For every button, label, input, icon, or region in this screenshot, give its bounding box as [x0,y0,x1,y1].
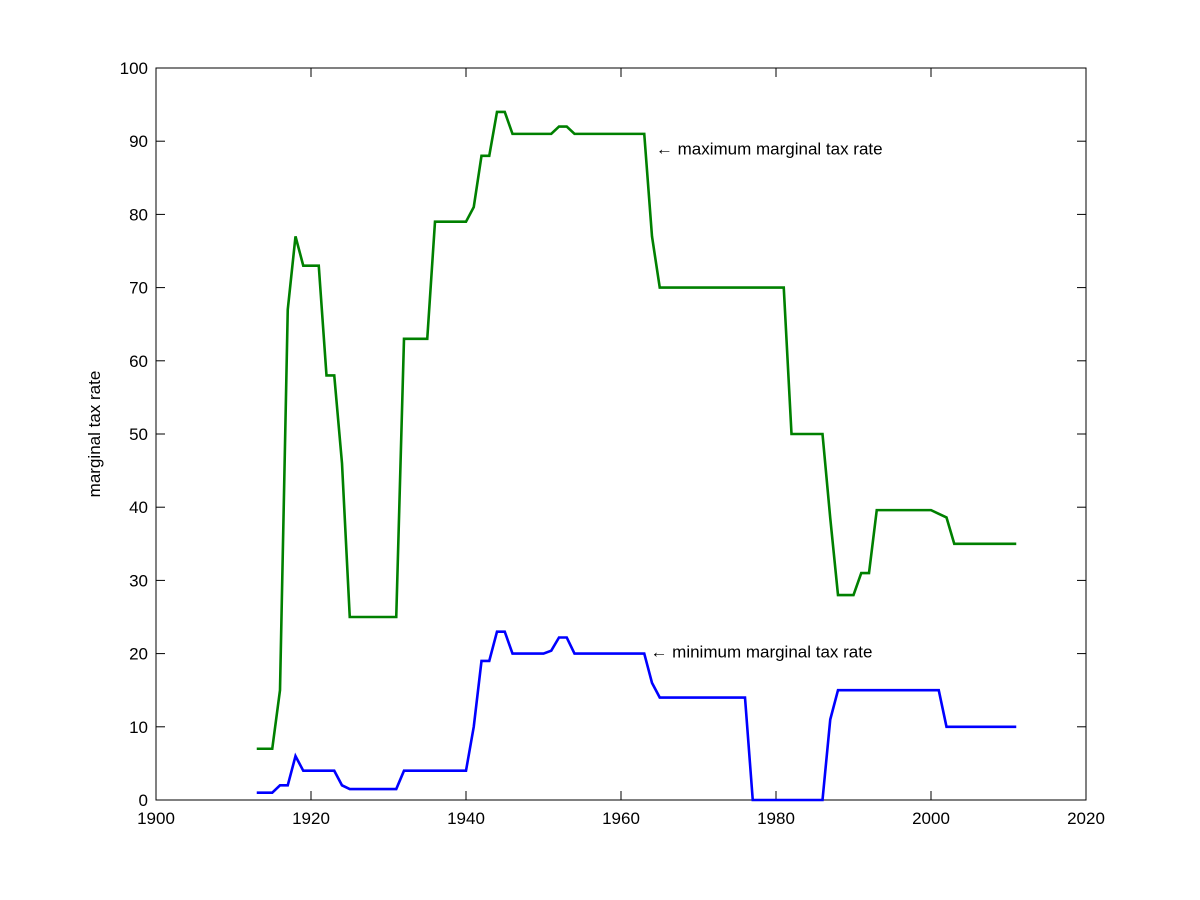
annotations: ← maximum marginal tax rate ← minimum mar… [650,139,882,661]
y-tick-label: 70 [129,279,148,298]
ticks: 1900 1920 1940 1960 1980 2000 2020 0 10 20 30 40 50 6… [120,59,1105,828]
x-tick-label: 2020 [1067,809,1105,828]
y-tick-label: 60 [129,352,148,371]
y-tick-label: 20 [129,645,148,664]
y-tick-label: 100 [120,59,148,78]
y-tick-label: 10 [129,718,148,737]
series-line-1 [256,630,1017,802]
y-tick-label: 50 [129,425,148,444]
series-group [256,110,1017,802]
x-tick-label: 1940 [447,809,485,828]
annotation-1: ← minimum marginal tax rate [650,642,872,661]
y-tick-label: 80 [129,205,148,224]
x-tick-label: 1900 [137,809,175,828]
y-tick-label: 30 [129,571,148,590]
y-axis-label: marginal tax rate [85,371,104,498]
y-tick-label: 0 [139,791,148,810]
series-line-0 [256,110,1017,751]
y-tick-label: 40 [129,498,148,517]
x-tick-label: 1920 [292,809,330,828]
x-tick-label: 1960 [602,809,640,828]
x-tick-label: 2000 [912,809,950,828]
x-tick-label: 1980 [757,809,795,828]
annotation-0: ← maximum marginal tax rate [656,139,883,158]
y-tick-label: 90 [129,132,148,151]
plot-area [155,67,1087,801]
